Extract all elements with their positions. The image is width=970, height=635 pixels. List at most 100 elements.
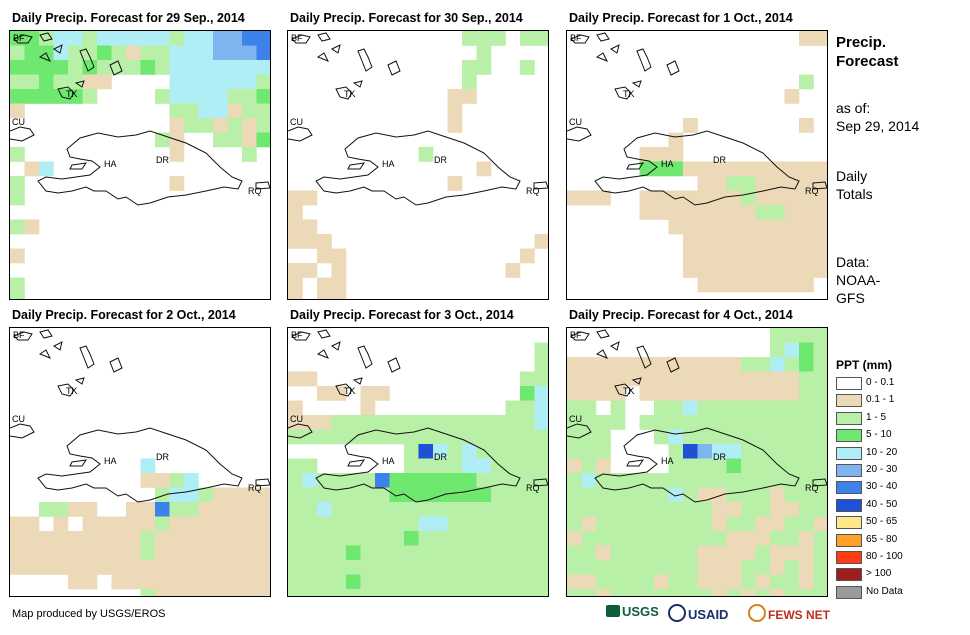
precip-cell (741, 234, 756, 249)
map-panel-4[interactable]: BF TK CU HA DR RQ (9, 327, 271, 597)
precip-cell (683, 234, 698, 249)
precip-cell (581, 357, 597, 372)
precip-cell (770, 263, 785, 278)
precip-cell (755, 574, 771, 590)
precip-cell (534, 531, 548, 546)
precip-cell (53, 60, 69, 75)
precip-cell (770, 161, 785, 177)
precip-cell (505, 429, 521, 445)
precip-cell (813, 219, 827, 235)
precip-cell (639, 516, 655, 532)
precip-cell (24, 560, 40, 575)
precip-cell (799, 176, 814, 191)
precip-cell (418, 458, 434, 474)
precip-cell (242, 531, 257, 546)
precip-cell (683, 502, 698, 517)
precip-cell (726, 574, 742, 590)
precip-cell (581, 386, 597, 401)
precip-cell (111, 45, 127, 61)
precip-cell (198, 487, 214, 503)
map-panel-1[interactable]: BF TK CU HA DR RQ (9, 30, 271, 300)
precip-cell (97, 31, 112, 46)
precip-cell (581, 531, 597, 546)
precip-cell (433, 516, 448, 532)
precip-cell (418, 487, 434, 503)
precip-cell (331, 415, 347, 430)
precip-cell (697, 277, 713, 293)
precip-cell (741, 458, 756, 474)
precip-cell (697, 415, 713, 430)
precip-cell (360, 386, 376, 401)
precip-cell (169, 147, 185, 162)
precip-cell (97, 516, 112, 532)
puerto-rico-outline (812, 181, 827, 190)
precip-cell (169, 31, 185, 46)
precip-cell (447, 89, 463, 104)
precip-cell (433, 502, 448, 517)
precip-cell (755, 516, 771, 532)
precip-cell (567, 357, 582, 372)
precip-cell (799, 31, 814, 46)
precip-cell (625, 589, 640, 596)
precip-cell (198, 45, 214, 61)
precip-cell (726, 473, 742, 488)
precip-cell (227, 60, 243, 75)
precip-cell (697, 176, 713, 191)
map-panel-5[interactable]: BF TK CU HA DR RQ (287, 327, 549, 597)
precip-cell (520, 516, 535, 532)
precip-cell (433, 487, 448, 503)
precip-cell (288, 371, 303, 387)
precip-cell (375, 516, 390, 532)
precip-cell (770, 277, 785, 293)
precip-map (10, 31, 270, 299)
precip-cell (755, 400, 771, 416)
precip-cell (126, 60, 141, 75)
precip-cell (256, 545, 270, 561)
precip-cell (770, 458, 785, 474)
precip-cell (375, 429, 390, 445)
precip-cell (581, 400, 597, 416)
bahamas-outline (570, 32, 680, 76)
legend-label: 50 - 65 (866, 516, 898, 528)
precip-cell (668, 205, 684, 220)
usgs-logo: USGS (606, 604, 659, 619)
precip-cell (462, 31, 477, 46)
precip-cell (683, 118, 698, 133)
precip-cell (596, 574, 611, 590)
precip-cell (317, 234, 332, 249)
precip-cell (256, 589, 270, 596)
precip-cell (741, 473, 756, 488)
precip-cell (520, 400, 535, 416)
precip-cell (712, 371, 727, 387)
precip-cell (534, 31, 548, 46)
precip-cell (169, 560, 185, 575)
precip-cell (242, 545, 257, 561)
precip-cell (683, 263, 698, 278)
precip-cell (346, 487, 361, 503)
precip-cell (462, 415, 477, 430)
label-ha: HA (661, 159, 674, 169)
precip-cell (302, 429, 318, 445)
precip-cell (683, 574, 698, 590)
map-panel-6[interactable]: BF TK CU HA DR RQ (566, 327, 828, 597)
precip-cell (505, 458, 521, 474)
precip-cell (346, 531, 361, 546)
precip-cell (433, 473, 448, 488)
precip-cell (10, 248, 25, 264)
map-panel-3[interactable]: BF TK CU HA DR RQ (566, 30, 828, 300)
precip-cell (213, 487, 228, 503)
precip-cell (331, 516, 347, 532)
precip-cell (755, 263, 771, 278)
precip-cell (726, 458, 742, 474)
label-cu: CU (569, 414, 582, 424)
cuba-outline (567, 126, 592, 142)
label-cu: CU (290, 414, 303, 424)
precip-cell (697, 545, 713, 561)
legend-label: 40 - 50 (866, 498, 898, 510)
map-panel-2[interactable]: BF TK CU HA DR RQ (287, 30, 549, 300)
precip-cell (770, 190, 785, 206)
precip-cell (155, 45, 170, 61)
precip-cell (155, 31, 170, 46)
precip-cell (491, 31, 506, 46)
precip-cell (476, 502, 492, 517)
